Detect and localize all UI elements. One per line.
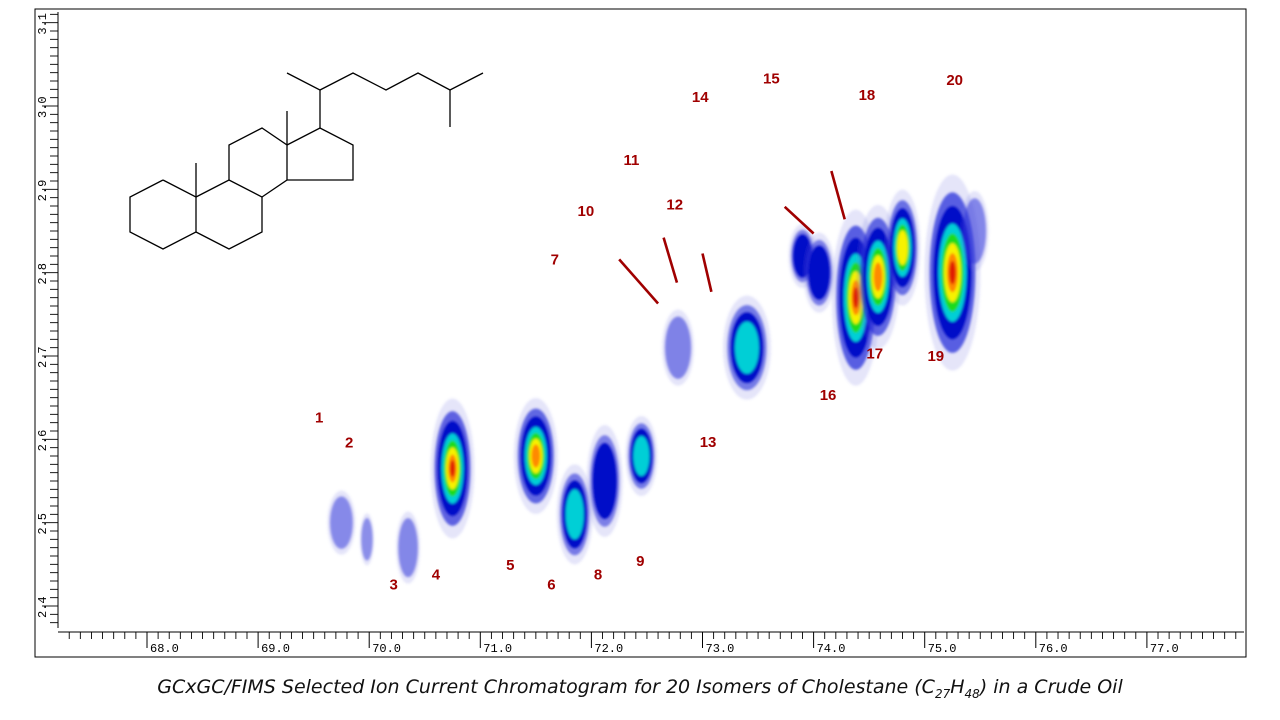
ring-b <box>195 179 263 250</box>
x-tick-label: 69.0 <box>261 642 290 656</box>
peak-label: 12 <box>666 196 683 213</box>
x-tick-label: 77.0 <box>1150 642 1179 656</box>
peak-label: 20 <box>946 72 963 89</box>
peak-label: 6 <box>547 576 555 593</box>
peak-spot <box>430 398 475 539</box>
spot-level <box>963 198 987 264</box>
plot-frame <box>34 8 1247 658</box>
spot-level <box>808 245 831 300</box>
peak-label: 11 <box>623 152 639 169</box>
spot-level <box>565 489 584 540</box>
spot-level <box>633 436 650 476</box>
peak-spot <box>359 513 374 566</box>
peak-label: 19 <box>927 348 944 365</box>
y-tick-label: 2.7 <box>36 346 50 368</box>
peak-label: 5 <box>506 557 514 574</box>
x-tick-label: 75.0 <box>928 642 957 656</box>
spot-level <box>531 444 541 468</box>
figure-caption: GCxGC/FIMS Selected Ion Current Chromato… <box>0 676 1280 701</box>
caption-subscript-48: 48 <box>964 686 980 701</box>
peak-label: 17 <box>866 346 883 363</box>
y-tick-label: 2.9 <box>36 180 50 202</box>
caption-subscript-27: 27 <box>934 686 951 701</box>
side-chain-b <box>319 72 484 91</box>
y-tick-label: 2.5 <box>36 513 50 535</box>
peak-spot <box>513 398 558 514</box>
pointer-line <box>830 170 846 220</box>
pointer-line <box>701 253 713 293</box>
peak-label: 8 <box>594 566 602 583</box>
caption-suffix: ) in a Crude Oil <box>979 676 1123 698</box>
peak-spot <box>662 309 695 386</box>
pointer-line <box>662 237 679 284</box>
x-tick-label: 73.0 <box>706 642 735 656</box>
peak-spot <box>625 416 658 496</box>
pointer-lines <box>618 170 846 305</box>
x-tick-label: 74.0 <box>817 642 846 656</box>
y-tick-label: 2.6 <box>36 430 50 452</box>
peak-label: 7 <box>551 251 559 268</box>
axes-layer: 68.0 69.0 70.0 71.0 72.0 73.0 74.0 75.0 76.0 77.0… <box>36 12 1244 656</box>
x-tick-label: 72.0 <box>594 642 623 656</box>
peak-spot <box>556 464 593 565</box>
x-tick-label: 76.0 <box>1039 642 1068 656</box>
peak-spot <box>803 232 836 313</box>
y-tick-label: 2.4 <box>36 596 50 618</box>
peak-label: 10 <box>578 203 595 220</box>
peak-label: 1 <box>315 410 323 427</box>
spot-level <box>398 518 418 578</box>
peak-label: 13 <box>700 434 717 451</box>
spot-level <box>897 230 908 266</box>
pointer-line <box>618 258 660 305</box>
peak-label: 18 <box>859 87 876 104</box>
peak-spot <box>884 189 921 306</box>
spot-level <box>664 316 692 379</box>
x-tick-label: 68.0 <box>150 642 179 656</box>
ring-c <box>228 127 288 198</box>
spot-level <box>873 262 883 292</box>
spot-level <box>592 442 617 520</box>
x-tick-label: 71.0 <box>483 642 512 656</box>
peak-spot <box>586 425 623 537</box>
peak-label: 14 <box>692 89 709 106</box>
spot-level <box>361 518 373 561</box>
peak-spot <box>396 511 421 584</box>
y-tick-label: 2.8 <box>36 263 50 285</box>
peak-label: 15 <box>763 71 780 88</box>
pointer-line <box>783 205 815 235</box>
peak-label: 3 <box>389 576 397 593</box>
spot-level <box>449 460 456 477</box>
spots-layer <box>327 174 989 584</box>
peak-spot <box>960 191 989 271</box>
peak-label: 4 <box>432 566 441 583</box>
peak-label: 2 <box>345 435 353 452</box>
y-tick-label: 3.0 <box>36 96 50 118</box>
peak-spot <box>327 490 356 555</box>
caption-prefix: GCxGC/FIMS Selected Ion Current Chromato… <box>157 676 935 698</box>
x-tick-label: 70.0 <box>372 642 401 656</box>
caption-mid: H <box>950 676 965 698</box>
spot-level <box>329 496 353 549</box>
cholestane-structure <box>129 72 484 250</box>
peak-spot <box>722 295 771 400</box>
peak-label: 16 <box>820 387 837 404</box>
spot-level <box>734 321 759 374</box>
spot-level <box>949 260 956 285</box>
peak-label: 9 <box>636 553 644 570</box>
y-tick-label: 3.1 <box>36 13 50 35</box>
ring-d <box>286 127 354 181</box>
